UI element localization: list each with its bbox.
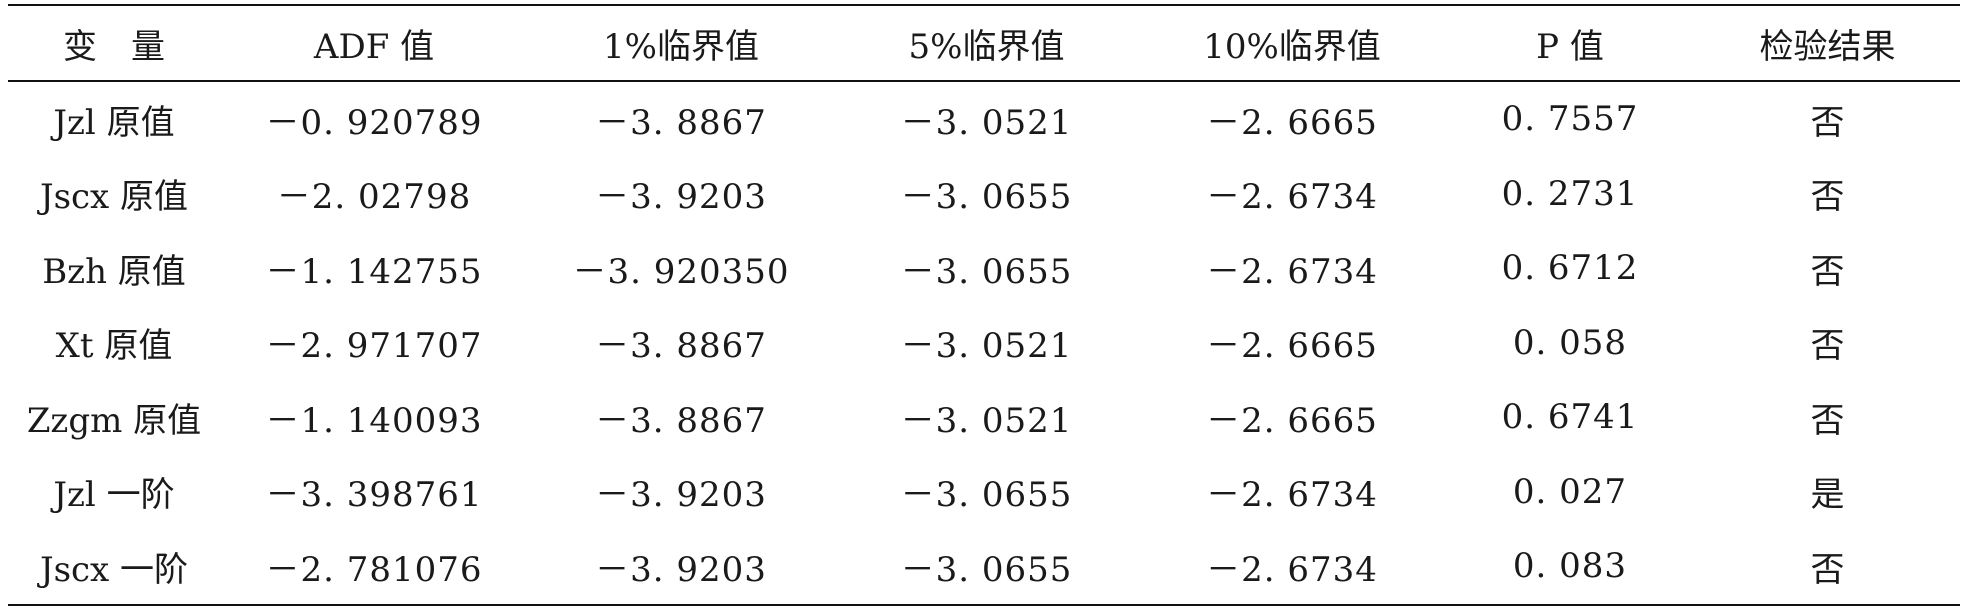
adf-test-table-container: 变 量 ADF 值 1%临界值 5%临界值 10%临界值 P 值 检验结果 Jz… bbox=[8, 4, 1960, 606]
cell-test-result: 否 bbox=[1810, 251, 1845, 292]
cell-adf-value: －3. 398761 bbox=[265, 475, 483, 516]
cell-adf-value: －0. 920789 bbox=[265, 102, 483, 143]
header-critical-10pct: 10%临界值 bbox=[1203, 26, 1381, 67]
cell-adf-value: －1. 140093 bbox=[265, 400, 483, 441]
cell-variable: Jscx 一阶 bbox=[39, 549, 189, 590]
cell-p-value: 0. 2731 bbox=[1501, 173, 1639, 214]
cell-test-result: 否 bbox=[1810, 549, 1845, 590]
cell-critical-5pct: －3. 0521 bbox=[900, 326, 1073, 367]
cell-variable: Jzl 一阶 bbox=[53, 475, 175, 516]
cell-p-value: 0. 083 bbox=[1512, 546, 1628, 587]
cell-critical-10pct: －2. 6665 bbox=[1206, 400, 1378, 441]
header-variable: 变 量 bbox=[63, 26, 165, 67]
header-critical-1pct: 1%临界值 bbox=[603, 26, 759, 67]
cell-adf-value: －1. 142755 bbox=[265, 251, 483, 292]
cell-variable: Xt 原值 bbox=[55, 326, 173, 367]
header-adf-value: ADF 值 bbox=[313, 26, 435, 67]
cell-critical-1pct: －3. 8867 bbox=[595, 400, 767, 441]
header-row: 变 量 ADF 值 1%临界值 5%临界值 10%临界值 P 值 检验结果 bbox=[8, 5, 1960, 81]
cell-critical-5pct: －3. 0655 bbox=[900, 177, 1073, 218]
cell-test-result: 是 bbox=[1810, 475, 1845, 516]
cell-test-result: 否 bbox=[1810, 400, 1845, 441]
cell-p-value: 0. 027 bbox=[1512, 471, 1628, 512]
cell-critical-10pct: －2. 6665 bbox=[1206, 326, 1378, 367]
cell-adf-value: －2. 781076 bbox=[265, 549, 483, 590]
table-row: Jzl 一阶 －3. 398761 －3. 9203 －3. 0655 －2. … bbox=[8, 455, 1960, 530]
cell-critical-10pct: －2. 6734 bbox=[1206, 251, 1378, 292]
adf-test-table: 变 量 ADF 值 1%临界值 5%临界值 10%临界值 P 值 检验结果 Jz… bbox=[8, 4, 1960, 606]
cell-critical-1pct: －3. 9203 bbox=[595, 475, 767, 516]
cell-test-result: 否 bbox=[1810, 177, 1845, 218]
cell-variable: Bzh 原值 bbox=[42, 251, 186, 292]
cell-critical-5pct: －3. 0521 bbox=[900, 102, 1073, 143]
cell-critical-10pct: －2. 6734 bbox=[1206, 549, 1378, 590]
cell-variable: Jscx 原值 bbox=[39, 177, 189, 218]
cell-critical-10pct: －2. 6734 bbox=[1206, 475, 1378, 516]
cell-p-value: 0. 6741 bbox=[1501, 397, 1639, 438]
cell-critical-1pct: －3. 9203 bbox=[595, 549, 767, 590]
cell-p-value: 0. 6712 bbox=[1501, 248, 1639, 289]
cell-critical-5pct: －3. 0521 bbox=[900, 400, 1073, 441]
cell-p-value: 0. 7557 bbox=[1501, 99, 1639, 140]
table-row: Jscx 一阶 －2. 781076 －3. 9203 －3. 0655 －2.… bbox=[8, 529, 1960, 605]
cell-adf-value: －2. 02798 bbox=[276, 177, 472, 218]
table-row: Bzh 原值 －1. 142755 －3. 920350 －3. 0655 －2… bbox=[8, 231, 1960, 306]
cell-critical-5pct: －3. 0655 bbox=[900, 549, 1073, 590]
cell-test-result: 否 bbox=[1810, 102, 1845, 143]
cell-critical-1pct: －3. 920350 bbox=[572, 251, 790, 292]
cell-critical-10pct: －2. 6734 bbox=[1206, 177, 1378, 218]
cell-p-value: 0. 058 bbox=[1512, 322, 1628, 363]
cell-critical-10pct: －2. 6665 bbox=[1206, 102, 1378, 143]
header-p-value: P 值 bbox=[1536, 26, 1604, 67]
header-critical-5pct: 5%临界值 bbox=[908, 26, 1065, 67]
table-row: Xt 原值 －2. 971707 －3. 8867 －3. 0521 －2. 6… bbox=[8, 306, 1960, 381]
cell-critical-1pct: －3. 8867 bbox=[595, 102, 767, 143]
cell-critical-1pct: －3. 9203 bbox=[595, 177, 767, 218]
cell-variable: Jzl 原值 bbox=[53, 102, 175, 143]
cell-variable: Zzgm 原值 bbox=[26, 400, 202, 441]
header-test-result: 检验结果 bbox=[1759, 26, 1896, 67]
cell-adf-value: －2. 971707 bbox=[265, 326, 483, 367]
cell-critical-5pct: －3. 0655 bbox=[900, 251, 1073, 292]
table-row: Jscx 原值 －2. 02798 －3. 9203 －3. 0655 －2. … bbox=[8, 157, 1960, 232]
table-row: Jzl 原值 －0. 920789 －3. 8867 －3. 0521 －2. … bbox=[8, 81, 1960, 157]
cell-critical-5pct: －3. 0655 bbox=[900, 475, 1073, 516]
table-row: Zzgm 原值 －1. 140093 －3. 8867 －3. 0521 －2.… bbox=[8, 380, 1960, 455]
cell-critical-1pct: －3. 8867 bbox=[595, 326, 767, 367]
cell-test-result: 否 bbox=[1810, 326, 1845, 367]
